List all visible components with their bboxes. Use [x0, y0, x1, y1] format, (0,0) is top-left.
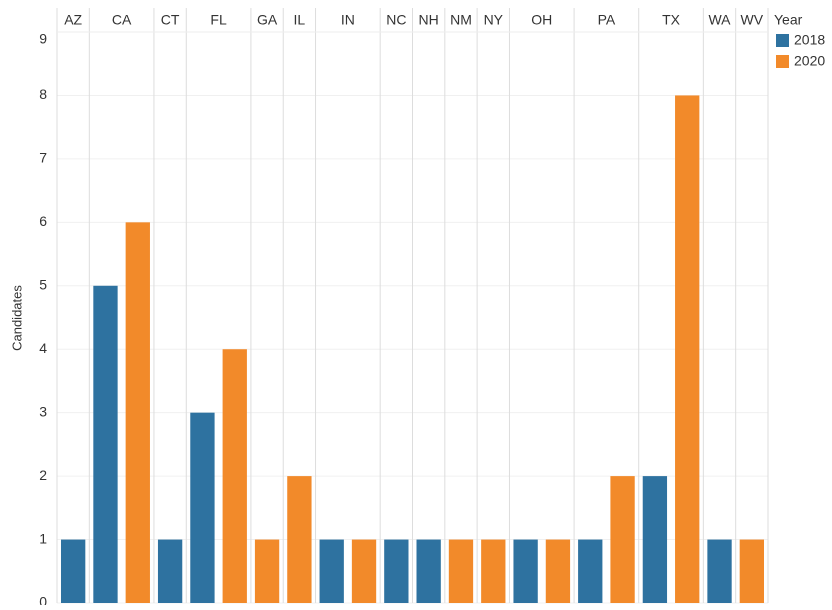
legend-title: Year: [774, 12, 803, 28]
bar: [578, 539, 603, 603]
legend-label: 2020: [794, 53, 825, 69]
x-tick-label: OH: [531, 12, 552, 28]
y-tick-label: 3: [39, 403, 47, 419]
bar: [545, 539, 571, 603]
bar: [319, 539, 344, 603]
x-tick-label: IL: [294, 12, 306, 28]
bar: [287, 476, 312, 603]
bar: [739, 539, 764, 603]
y-axis-label: Candidates: [9, 285, 24, 351]
x-tick-label: AZ: [64, 12, 82, 28]
bar: [157, 539, 183, 603]
bar: [61, 539, 86, 603]
x-tick-label: PA: [598, 12, 616, 28]
x-tick-label: WV: [741, 12, 764, 28]
x-tick-label: NH: [419, 12, 439, 28]
x-tick-label: CA: [112, 12, 132, 28]
legend-label: 2018: [794, 32, 825, 48]
bar: [190, 412, 215, 603]
x-tick-label: GA: [257, 12, 278, 28]
y-tick-label: 1: [39, 530, 47, 546]
bar: [254, 539, 280, 603]
x-tick-label: TX: [662, 12, 681, 28]
bar: [481, 539, 506, 603]
bar: [125, 222, 150, 604]
bar: [416, 539, 441, 603]
y-tick-label: 0: [39, 594, 47, 605]
y-tick-label: 5: [39, 276, 47, 292]
x-tick-label: NC: [386, 12, 406, 28]
bar: [222, 349, 247, 603]
legend-swatch: [776, 34, 789, 47]
bar: [642, 476, 668, 603]
bar: [351, 539, 377, 603]
legend-swatch: [776, 55, 789, 68]
y-tick-label: 8: [39, 86, 47, 102]
y-tick-label: 4: [39, 340, 47, 356]
bar: [513, 539, 538, 603]
y-tick-label: 9: [39, 31, 47, 47]
x-tick-label: WA: [708, 12, 731, 28]
x-tick-label: NY: [484, 12, 504, 28]
bar: [707, 539, 732, 603]
x-tick-label: IN: [341, 12, 355, 28]
x-tick-label: CT: [161, 12, 180, 28]
y-tick-label: 7: [39, 150, 47, 166]
bar: [93, 285, 118, 603]
y-tick-label: 6: [39, 213, 47, 229]
y-tick-label: 2: [39, 467, 47, 483]
x-tick-label: NM: [450, 12, 472, 28]
x-tick-label: FL: [210, 12, 227, 28]
bar: [675, 95, 700, 603]
bar: [384, 539, 409, 603]
bar: [610, 476, 635, 603]
bar: [448, 539, 474, 603]
